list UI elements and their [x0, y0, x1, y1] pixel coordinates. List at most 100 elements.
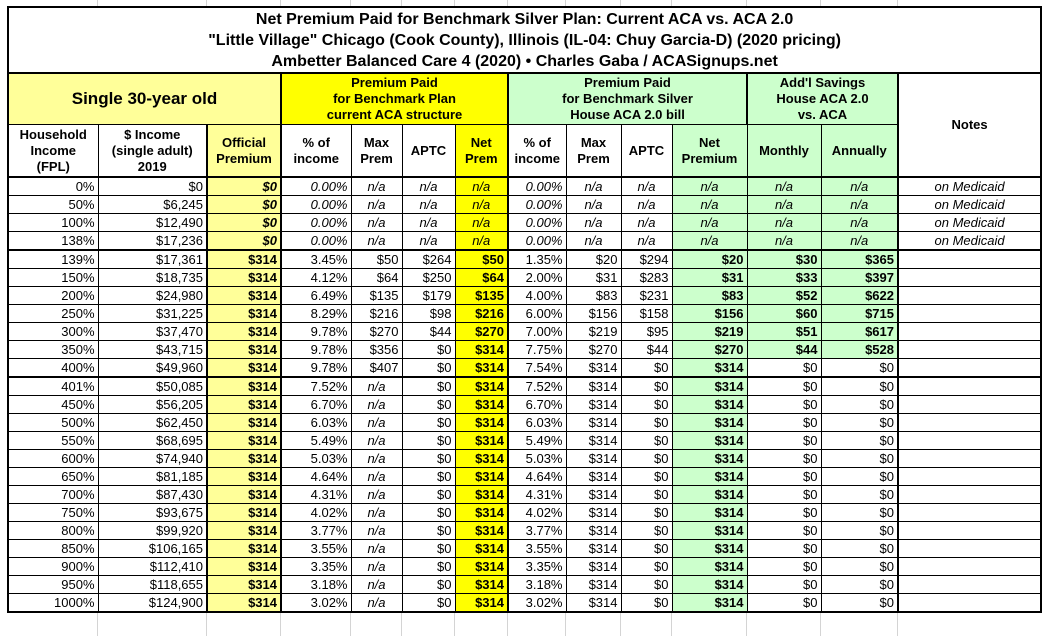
cell-aca20-pct-of-income[interactable]: 0.00% — [507, 176, 567, 196]
cell-aca20-net-premium[interactable]: $314 — [671, 539, 748, 558]
cell-income[interactable]: $68,695 — [97, 431, 208, 450]
cell-aca-pct-of-income[interactable]: 3.02% — [280, 593, 352, 613]
cell-aca-net-prem[interactable]: n/a — [454, 176, 509, 196]
column-header-aca20-net-premium[interactable]: Net Premium — [671, 124, 748, 178]
column-header-aca-pct-of-income[interactable]: % of income — [280, 124, 352, 178]
cell-income[interactable]: $31,225 — [97, 304, 208, 323]
cell-aca20-pct-of-income[interactable]: 7.75% — [507, 340, 567, 359]
cell-aca-pct-of-income[interactable]: 4.31% — [280, 485, 352, 504]
cell-official-premium[interactable]: $314 — [206, 593, 282, 613]
cell-notes[interactable] — [897, 575, 1042, 594]
cell-official-premium[interactable]: $314 — [206, 467, 282, 486]
cell-official-premium[interactable]: $314 — [206, 413, 282, 432]
cell-notes[interactable] — [897, 286, 1042, 305]
cell-aca-net-prem[interactable]: $314 — [454, 575, 509, 594]
cell-savings-monthly[interactable]: $51 — [746, 322, 822, 341]
cell-income[interactable]: $112,410 — [97, 557, 208, 576]
cell-savings-annually[interactable]: n/a — [820, 231, 899, 251]
cell-official-premium[interactable]: $314 — [206, 449, 282, 468]
cell-aca-aptc[interactable]: $179 — [401, 286, 456, 305]
column-header-savings-monthly[interactable]: Monthly — [746, 124, 822, 178]
cell-aca-net-prem[interactable]: $314 — [454, 413, 509, 432]
cell-official-premium[interactable]: $314 — [206, 286, 282, 305]
cell-aca20-aptc[interactable]: $0 — [620, 575, 673, 594]
cell-aca20-aptc[interactable]: $0 — [620, 467, 673, 486]
cell-aca-net-prem[interactable]: $314 — [454, 376, 509, 396]
cell-aca-max-prem[interactable]: n/a — [350, 449, 403, 468]
cell-aca20-pct-of-income[interactable]: 7.54% — [507, 358, 567, 378]
cell-aca20-max-prem[interactable]: $314 — [565, 467, 622, 486]
cell-income[interactable]: $50,085 — [97, 376, 208, 396]
cell-notes[interactable] — [897, 268, 1042, 287]
cell-notes[interactable] — [897, 304, 1042, 323]
cell-aca20-pct-of-income[interactable]: 4.64% — [507, 467, 567, 486]
cell-official-premium[interactable]: $314 — [206, 358, 282, 378]
cell-savings-annually[interactable]: $0 — [820, 503, 899, 522]
cell-aca20-net-premium[interactable]: n/a — [671, 195, 748, 214]
cell-aca-pct-of-income[interactable]: 0.00% — [280, 231, 352, 251]
cell-aca-net-prem[interactable]: $314 — [454, 521, 509, 540]
cell-aca-pct-of-income[interactable]: 3.45% — [280, 249, 352, 269]
cell-aca-max-prem[interactable]: $407 — [350, 358, 403, 378]
cell-aca-net-prem[interactable]: $314 — [454, 358, 509, 378]
cell-notes[interactable] — [897, 431, 1042, 450]
cell-notes[interactable] — [897, 322, 1042, 341]
cell-aca-pct-of-income[interactable]: 6.49% — [280, 286, 352, 305]
cell-savings-monthly[interactable]: $52 — [746, 286, 822, 305]
cell-savings-monthly[interactable]: $0 — [746, 557, 822, 576]
cell-aca-aptc[interactable]: $0 — [401, 376, 456, 396]
cell-aca20-pct-of-income[interactable]: 6.00% — [507, 304, 567, 323]
cell-savings-annually[interactable]: $715 — [820, 304, 899, 323]
cell-aca20-max-prem[interactable]: $314 — [565, 395, 622, 414]
cell-aca20-max-prem[interactable]: $314 — [565, 431, 622, 450]
cell-aca-pct-of-income[interactable]: 9.78% — [280, 340, 352, 359]
cell-notes[interactable] — [897, 539, 1042, 558]
cell-official-premium[interactable]: $0 — [206, 195, 282, 214]
column-header-aca-max-prem[interactable]: Max Prem — [350, 124, 403, 178]
cell-aca-max-prem[interactable]: n/a — [350, 485, 403, 504]
cell-notes[interactable] — [897, 521, 1042, 540]
cell-aca20-net-premium[interactable]: $314 — [671, 467, 748, 486]
cell-savings-monthly[interactable]: n/a — [746, 195, 822, 214]
cell-savings-annually[interactable]: $0 — [820, 539, 899, 558]
cell-aca-net-prem[interactable]: n/a — [454, 195, 509, 214]
cell-savings-annually[interactable]: $397 — [820, 268, 899, 287]
cell-aca-net-prem[interactable]: $314 — [454, 467, 509, 486]
cell-aca20-aptc[interactable]: $231 — [620, 286, 673, 305]
cell-fpl[interactable]: 139% — [7, 249, 99, 269]
cell-aca-pct-of-income[interactable]: 4.02% — [280, 503, 352, 522]
cell-aca20-net-premium[interactable]: $314 — [671, 395, 748, 414]
group-header-demographic[interactable]: Single 30-year old — [7, 72, 282, 125]
cell-aca20-aptc[interactable]: $0 — [620, 485, 673, 504]
cell-official-premium[interactable]: $314 — [206, 521, 282, 540]
cell-income[interactable]: $106,165 — [97, 539, 208, 558]
cell-aca-aptc[interactable]: n/a — [401, 195, 456, 214]
cell-savings-annually[interactable]: $622 — [820, 286, 899, 305]
cell-aca20-aptc[interactable]: $0 — [620, 503, 673, 522]
cell-savings-monthly[interactable]: $0 — [746, 575, 822, 594]
cell-fpl[interactable]: 700% — [7, 485, 99, 504]
cell-aca20-net-premium[interactable]: $314 — [671, 593, 748, 613]
cell-official-premium[interactable]: $314 — [206, 340, 282, 359]
cell-savings-annually[interactable]: n/a — [820, 213, 899, 232]
cell-aca-aptc[interactable]: $264 — [401, 249, 456, 269]
cell-aca-pct-of-income[interactable]: 8.29% — [280, 304, 352, 323]
cell-aca-pct-of-income[interactable]: 3.35% — [280, 557, 352, 576]
cell-notes[interactable] — [897, 593, 1042, 613]
cell-aca-net-prem[interactable]: $314 — [454, 340, 509, 359]
cell-aca-aptc[interactable]: $0 — [401, 485, 456, 504]
cell-aca-max-prem[interactable]: n/a — [350, 395, 403, 414]
cell-savings-annually[interactable]: $0 — [820, 358, 899, 378]
cell-aca-aptc[interactable]: $0 — [401, 575, 456, 594]
cell-income[interactable]: $56,205 — [97, 395, 208, 414]
cell-aca20-aptc[interactable]: $44 — [620, 340, 673, 359]
cell-official-premium[interactable]: $314 — [206, 322, 282, 341]
cell-aca-net-prem[interactable]: n/a — [454, 213, 509, 232]
cell-aca20-aptc[interactable]: $158 — [620, 304, 673, 323]
column-header-savings-annually[interactable]: Annually — [820, 124, 899, 178]
cell-notes[interactable]: on Medicaid — [897, 176, 1042, 196]
cell-notes[interactable] — [897, 449, 1042, 468]
cell-aca20-net-premium[interactable]: $314 — [671, 485, 748, 504]
cell-aca-net-prem[interactable]: $314 — [454, 395, 509, 414]
cell-notes[interactable] — [897, 358, 1042, 378]
